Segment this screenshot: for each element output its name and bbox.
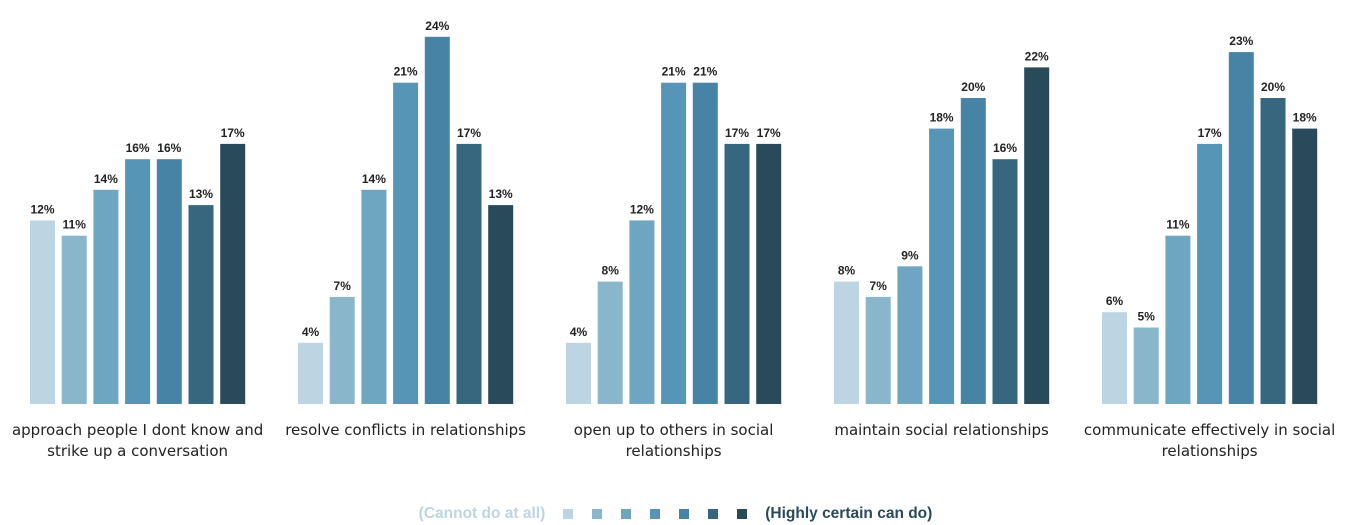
- category-label: communicate effectively in social relatio…: [1084, 421, 1335, 460]
- data-label: 14%: [362, 172, 386, 186]
- legend-swatch-6: [708, 509, 719, 519]
- data-label: 17%: [457, 126, 481, 140]
- data-label: 11%: [1166, 218, 1190, 232]
- data-label: 18%: [930, 111, 954, 125]
- bar: [929, 128, 955, 404]
- bar-group: 4% 8% 12% 21% 21% 17% 17%: [566, 65, 782, 404]
- bar: [329, 296, 355, 404]
- data-label: 22%: [1025, 49, 1049, 63]
- legend-swatch-2: [592, 509, 603, 519]
- bar: [488, 205, 514, 404]
- bar: [834, 281, 859, 404]
- data-label: 7%: [334, 279, 352, 293]
- bar: [756, 143, 782, 404]
- bar: [93, 189, 119, 404]
- data-label: 6%: [1106, 294, 1124, 308]
- data-label: 4%: [302, 325, 320, 339]
- bar: [629, 220, 655, 404]
- legend-swatch-5: [679, 509, 690, 519]
- chart: 12% 11% 14% 16% 16% 13% 17% approach people I d…: [12, 19, 1335, 460]
- data-label: 8%: [602, 264, 620, 278]
- data-label: 23%: [1229, 34, 1253, 48]
- data-label: 9%: [901, 248, 919, 262]
- bar: [220, 143, 246, 404]
- data-label: 8%: [838, 264, 856, 278]
- bar: [1292, 128, 1318, 404]
- data-label: 24%: [425, 19, 449, 33]
- data-label: 11%: [63, 218, 87, 232]
- bar: [1102, 312, 1127, 404]
- legend-low-label: (Cannot do at all): [418, 505, 546, 522]
- bar: [1165, 235, 1191, 404]
- bar: [1197, 143, 1223, 404]
- data-label: 21%: [662, 65, 686, 79]
- data-label: 16%: [157, 141, 181, 155]
- bar: [456, 143, 482, 404]
- legend-swatch-4: [650, 509, 661, 519]
- data-label: 13%: [489, 187, 513, 201]
- data-label: 12%: [630, 202, 654, 216]
- data-label: 4%: [570, 325, 588, 339]
- data-label: 18%: [1293, 111, 1317, 125]
- bar: [692, 82, 718, 404]
- category-label: open up to others in social relationships: [574, 421, 774, 460]
- bar: [188, 205, 214, 404]
- data-label: 7%: [870, 279, 888, 293]
- data-label: 17%: [221, 126, 245, 140]
- bar: [566, 342, 591, 404]
- bar: [661, 82, 687, 404]
- bar: [424, 36, 450, 405]
- bar-group: 8% 7% 9% 18% 20% 16% 22%: [834, 49, 1050, 405]
- bar: [61, 235, 87, 404]
- bar: [156, 159, 182, 404]
- bar: [298, 342, 323, 404]
- data-label: 14%: [94, 172, 118, 186]
- legend-swatch-3: [621, 509, 632, 519]
- category-label: approach people I dont know and strike up…: [12, 421, 263, 460]
- bar: [361, 189, 387, 404]
- legend-high-label: (Highly certain can do): [765, 505, 933, 522]
- data-label: 20%: [961, 80, 985, 94]
- bar: [1228, 52, 1254, 404]
- data-label: 13%: [189, 187, 213, 201]
- bar: [1133, 327, 1159, 404]
- data-label: 17%: [725, 126, 749, 140]
- data-label: 5%: [1138, 310, 1156, 324]
- data-label: 16%: [993, 141, 1017, 155]
- category-label: maintain social relationships: [834, 421, 1049, 439]
- data-label: 21%: [394, 65, 418, 79]
- bar: [724, 143, 750, 404]
- data-label: 17%: [1198, 126, 1222, 140]
- data-label: 20%: [1261, 80, 1285, 94]
- bar: [897, 266, 923, 404]
- legend-swatch-1: [563, 509, 574, 519]
- data-label: 21%: [693, 65, 717, 79]
- legend-swatch-7: [737, 509, 748, 519]
- data-label: 12%: [30, 202, 54, 216]
- bar: [992, 159, 1018, 404]
- bar: [1024, 67, 1050, 405]
- bar: [1260, 98, 1286, 404]
- bar: [30, 220, 55, 404]
- legend: (Cannot do at all) (Highly certain can d…: [0, 503, 1351, 525]
- data-label: 17%: [757, 126, 781, 140]
- bar: [865, 296, 891, 404]
- bar: [597, 281, 623, 404]
- category-label: resolve conflicts in relationships: [285, 421, 526, 439]
- data-label: 16%: [126, 141, 150, 155]
- legend-swatches: [563, 509, 748, 519]
- bar-group: 4% 7% 14% 21% 24% 17% 13%: [298, 19, 514, 405]
- bar-group: 6% 5% 11% 17% 23% 20% 18%: [1102, 34, 1318, 404]
- bar-group: 12% 11% 14% 16% 16% 13% 17%: [30, 126, 246, 404]
- bar: [960, 98, 986, 404]
- bar: [125, 159, 151, 404]
- bar: [393, 82, 419, 404]
